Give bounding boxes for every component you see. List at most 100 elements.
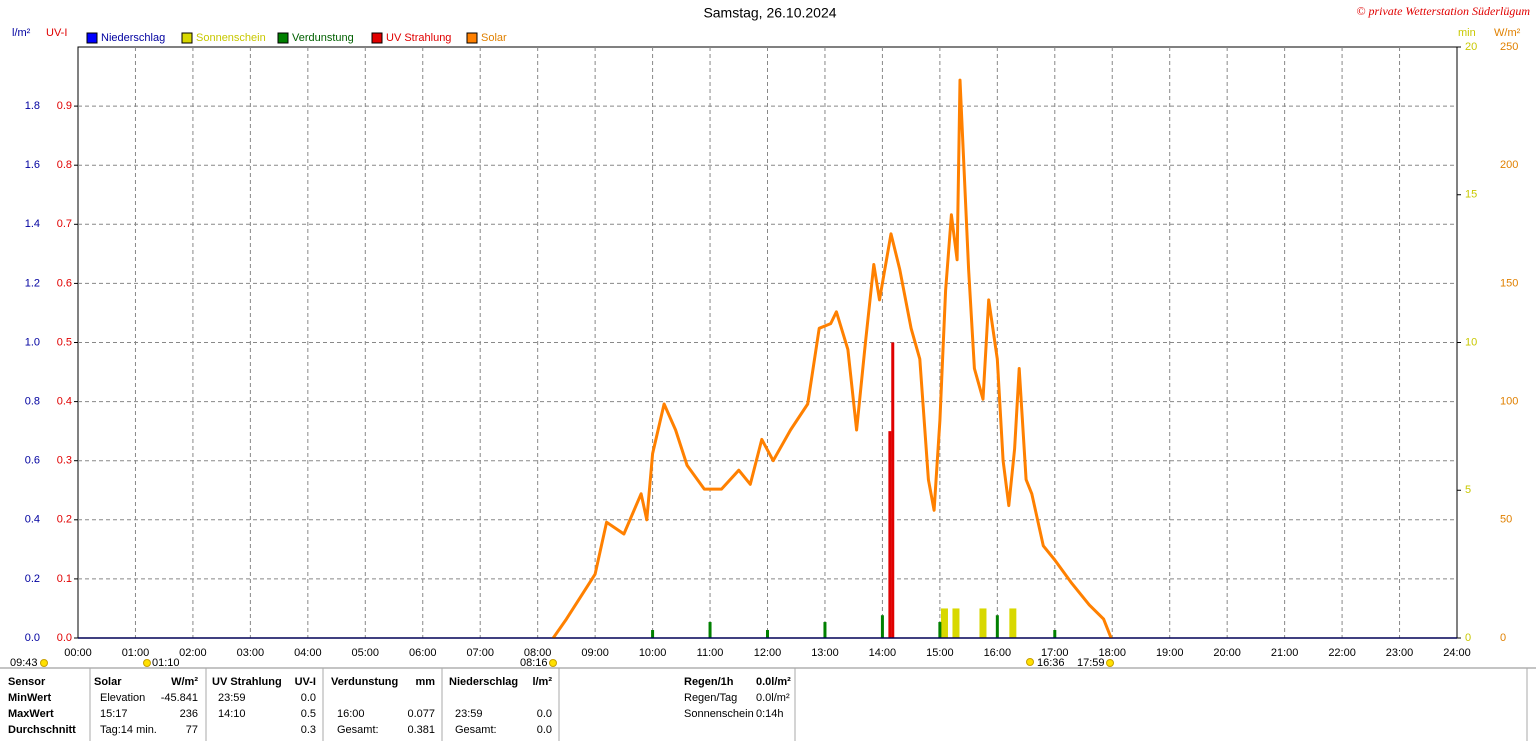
stats-cell: 0.0l/m² xyxy=(756,692,790,704)
uv-tick-label: 0.1 xyxy=(57,573,72,585)
stats-cell: 236 xyxy=(180,708,198,720)
y-tick-label: 0.6 xyxy=(25,455,40,467)
stats-cell: 15:17 xyxy=(100,708,128,720)
marker-label: 08:16 xyxy=(520,657,548,669)
x-tick-label: 15:00 xyxy=(926,647,954,659)
bar xyxy=(766,630,769,638)
bar xyxy=(823,622,827,638)
x-tick-label: 02:00 xyxy=(179,647,207,659)
stats-cell: -45.841 xyxy=(161,692,198,704)
x-tick-label: 10:00 xyxy=(639,647,667,659)
min-tick-label: 15 xyxy=(1465,189,1477,201)
uv-tick-label: 0.3 xyxy=(57,455,72,467)
bar xyxy=(891,342,895,638)
y2-tick-label: 250 xyxy=(1500,41,1518,53)
y-tick-label: 1.8 xyxy=(25,100,40,112)
stats-cell: 77 xyxy=(186,724,198,736)
min-tick-label: 20 xyxy=(1465,41,1477,53)
y-tick-label: 1.2 xyxy=(25,277,40,289)
stats-cell: 0.5 xyxy=(301,708,316,720)
stats-cell: Solar xyxy=(94,676,122,688)
x-tick-label: 13:00 xyxy=(811,647,839,659)
stats-cell: 23:59 xyxy=(455,708,483,720)
stats-cell: l/m² xyxy=(532,676,552,688)
stats-cell: 0.381 xyxy=(407,724,435,736)
x-tick-label: 16:00 xyxy=(984,647,1012,659)
stats-cell: Gesamt: xyxy=(455,724,497,736)
bar xyxy=(1009,608,1017,638)
y-tick-label: 0.2 xyxy=(25,573,40,585)
uv-tick-label: 0.6 xyxy=(57,277,72,289)
stats-cell: Gesamt: xyxy=(337,724,379,736)
uv-tick-label: 0.5 xyxy=(57,336,72,348)
marker-icon xyxy=(1106,659,1114,667)
stats-cell: Sensor xyxy=(8,676,46,688)
stats-cell: mm xyxy=(415,676,435,688)
x-tick-label: 24:00 xyxy=(1443,647,1471,659)
uv-tick-label: 0.8 xyxy=(57,159,72,171)
marker-label: 16:36 xyxy=(1037,657,1065,669)
stats-cell: Regen/1h xyxy=(684,676,734,688)
y2-tick-label: 50 xyxy=(1500,514,1512,526)
x-tick-label: 22:00 xyxy=(1328,647,1356,659)
stats-cell: MaxWert xyxy=(8,708,54,720)
bar xyxy=(979,608,987,638)
marker-icon xyxy=(1026,658,1034,666)
bar xyxy=(888,431,892,638)
uv-tick-label: 0.7 xyxy=(57,218,72,230)
legend-label: UV Strahlung xyxy=(386,32,451,44)
series-line xyxy=(551,78,1113,639)
stats-cell: 0.0 xyxy=(301,692,316,704)
y-tick-label: 0.0 xyxy=(25,632,40,644)
uv-tick-label: 0.0 xyxy=(57,632,72,644)
legend-label: Sonnenschein xyxy=(196,32,266,44)
stats-cell: UV Strahlung xyxy=(212,676,282,688)
bar xyxy=(995,615,999,638)
bar xyxy=(938,622,942,638)
legend-label: Solar xyxy=(481,32,507,44)
stats-cell: Regen/Tag xyxy=(684,692,737,704)
y2-axis-label: W/m² xyxy=(1494,27,1521,39)
stats-cell: 0.0l/m² xyxy=(756,676,791,688)
y-tick-label: 1.0 xyxy=(25,336,40,348)
stats-cell: 0.077 xyxy=(407,708,435,720)
y2-tick-label: 0 xyxy=(1500,632,1506,644)
y2-tick-label: 150 xyxy=(1500,277,1518,289)
x-tick-label: 18:00 xyxy=(1098,647,1126,659)
x-tick-label: 09:00 xyxy=(581,647,609,659)
x-tick-label: 14:00 xyxy=(869,647,897,659)
legend-label: Niederschlag xyxy=(101,32,165,44)
stats-cell: 16:00 xyxy=(337,708,365,720)
marker-icon xyxy=(40,659,48,667)
x-tick-label: 12:00 xyxy=(754,647,782,659)
stats-cell: Verdunstung xyxy=(331,676,398,688)
marker-label: 17:59 xyxy=(1077,657,1105,669)
stats-cell: 14:10 xyxy=(218,708,246,720)
x-tick-label: 17:00 xyxy=(1041,647,1069,659)
chart-title: Samstag, 26.10.2024 xyxy=(703,5,836,21)
marker-icon xyxy=(549,659,557,667)
min-axis-label: min xyxy=(1458,27,1476,39)
uv-tick-label: 0.9 xyxy=(57,100,72,112)
stats-cell: 0.0 xyxy=(537,708,552,720)
y-tick-label: 1.6 xyxy=(25,159,40,171)
stats-cell: Elevation xyxy=(100,692,145,704)
stats-cell: W/m² xyxy=(171,676,198,688)
min-tick-label: 0 xyxy=(1465,632,1471,644)
bar xyxy=(651,630,655,638)
x-tick-label: 00:00 xyxy=(64,647,92,659)
legend-swatch xyxy=(466,32,478,44)
bar xyxy=(708,622,712,638)
x-tick-label: 07:00 xyxy=(466,647,494,659)
min-tick-label: 10 xyxy=(1465,336,1477,348)
x-tick-label: 05:00 xyxy=(352,647,380,659)
x-tick-label: 23:00 xyxy=(1386,647,1414,659)
x-tick-label: 08:00 xyxy=(524,647,552,659)
y-tick-label: 0.8 xyxy=(25,396,40,408)
x-tick-label: 20:00 xyxy=(1213,647,1241,659)
marker-label: 09:43 xyxy=(10,657,38,669)
stats-cell: Tag:14 min. xyxy=(100,724,157,736)
copyright: © private Wetterstation Süderlügum xyxy=(1356,4,1530,18)
x-tick-label: 06:00 xyxy=(409,647,437,659)
